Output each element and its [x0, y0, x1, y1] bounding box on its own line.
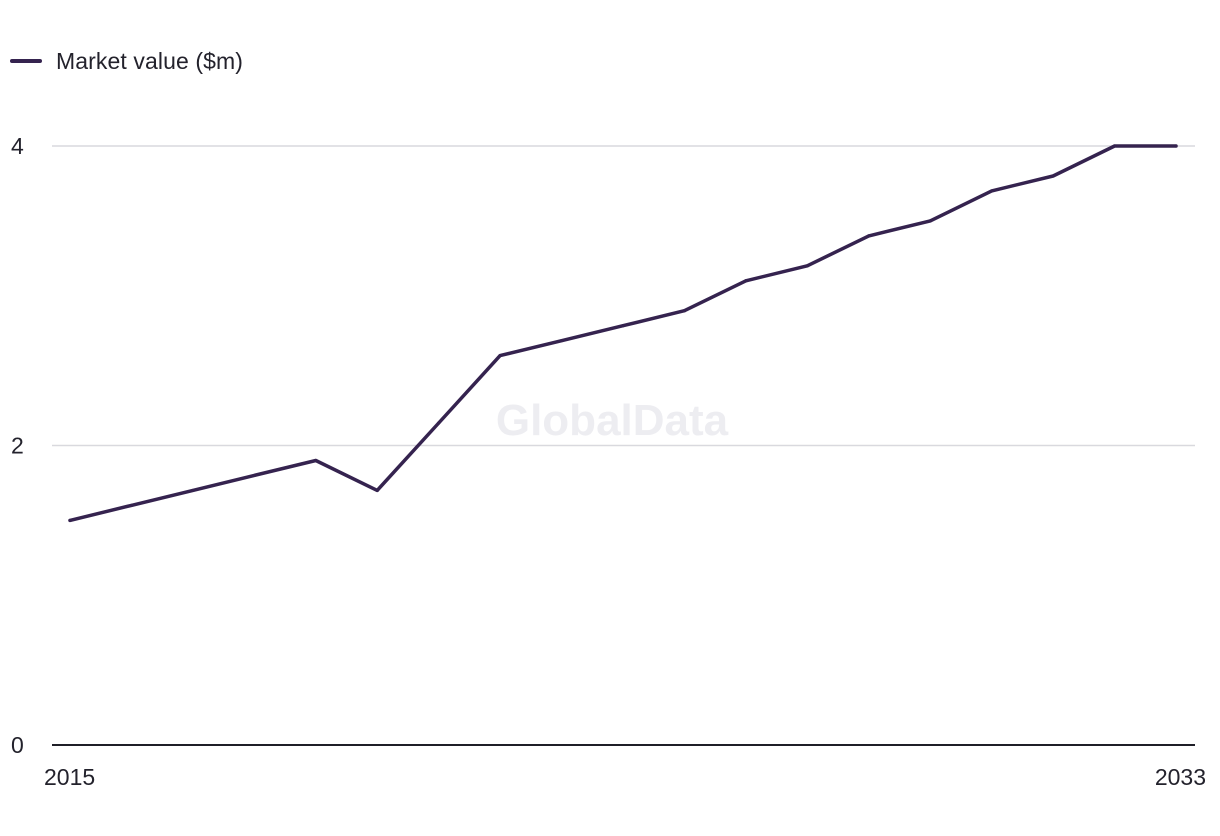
data-point-2024: [621, 324, 625, 328]
data-point-2020: [375, 488, 379, 493]
data-point-2017: [191, 488, 195, 493]
y-tick-label-4: 4: [11, 133, 24, 159]
watermark-text: GlobalData: [496, 396, 729, 445]
data-point-2033: [1174, 144, 1178, 148]
data-point-2026: [744, 279, 748, 283]
data-point-2016: [129, 503, 134, 507]
data-point-2021: [437, 421, 441, 425]
legend-swatch: [10, 59, 42, 63]
y-tick-label-0: 0: [11, 732, 24, 758]
legend-label: Market value ($m): [56, 47, 244, 74]
data-point-2031: [1051, 174, 1055, 178]
data-point-2019: [314, 458, 318, 463]
data-point-2028: [867, 234, 871, 238]
x-tick-label-2033: 2033: [1155, 764, 1206, 790]
chart-legend: Market value ($m): [10, 44, 243, 78]
x-tick-label-2015: 2015: [44, 764, 95, 790]
series-layer: [68, 144, 1178, 523]
data-point-2027: [805, 264, 809, 268]
tick-labels: 0 2 4 2015 2033: [11, 133, 1206, 790]
data-point-2025: [682, 309, 687, 313]
data-point-2022: [498, 354, 502, 358]
gridlines: [52, 145, 1195, 447]
data-point-2032: [1112, 144, 1117, 148]
data-point-2030: [990, 189, 994, 193]
series-line-0: [68, 144, 1178, 523]
data-point-2023: [559, 339, 564, 343]
data-point-2018: [252, 473, 256, 478]
data-point-2029: [928, 219, 932, 223]
y-tick-label-2: 2: [11, 433, 24, 459]
data-point-2015: [68, 518, 72, 522]
